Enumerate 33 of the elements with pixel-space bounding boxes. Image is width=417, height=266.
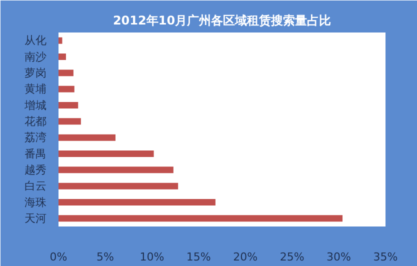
- bar: [58, 215, 343, 222]
- y-tick-label: 从化: [24, 34, 46, 48]
- bar: [58, 54, 66, 60]
- x-tick-label: 0%: [50, 250, 68, 264]
- bar: [58, 70, 74, 76]
- bar: [58, 118, 81, 125]
- bar: [58, 86, 74, 92]
- y-tick-label: 萝岗: [24, 66, 46, 80]
- x-tick-label: 25%: [280, 250, 304, 264]
- y-tick-label: 花都: [24, 114, 46, 128]
- chart-title: 2012年10月广州各区域租赁搜索量占比: [112, 14, 332, 28]
- y-tick-label: 番禺: [24, 147, 46, 160]
- bar: [58, 199, 216, 206]
- x-tick-label: 20%: [233, 250, 258, 264]
- y-tick-label: 越秀: [24, 163, 46, 176]
- y-tick-label: 天河: [24, 212, 46, 225]
- x-tick-label: 10%: [140, 250, 164, 264]
- x-tick-label: 35%: [373, 250, 398, 264]
- bar: [58, 150, 154, 157]
- y-tick-label: 南沙: [24, 50, 46, 64]
- x-tick-label: 15%: [186, 250, 211, 264]
- y-tick-label: 荔湾: [24, 131, 46, 144]
- y-tick-label: 增城: [24, 98, 46, 112]
- bar: [58, 134, 116, 141]
- bar: [58, 166, 174, 174]
- y-tick-label: 海珠: [24, 196, 46, 209]
- bar: [58, 182, 178, 190]
- x-tick-label: 30%: [326, 250, 352, 264]
- x-tick-label: 5%: [96, 250, 114, 264]
- y-tick-label: 黄埔: [24, 82, 46, 96]
- bar: [58, 102, 78, 108]
- y-tick-label: 白云: [24, 180, 46, 193]
- bar: [58, 37, 62, 44]
